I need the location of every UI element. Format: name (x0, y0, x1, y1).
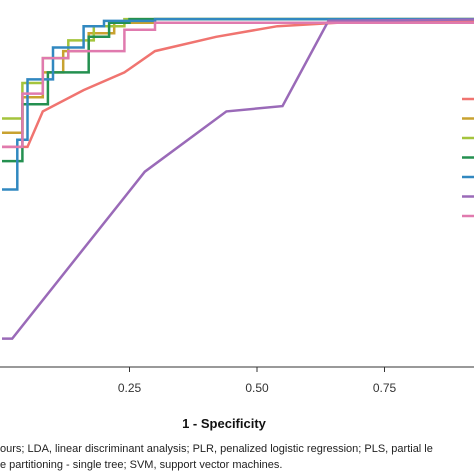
x-tick-label-3: 0.75 (373, 381, 397, 395)
legend (462, 97, 474, 218)
roc-series-line-2 (2, 17, 474, 134)
caption-line-2: e partitioning - single tree; SVM, suppo… (0, 459, 283, 471)
x-axis-ticks: 0.25 0.50 0.75 (118, 367, 397, 395)
x-tick-label-2: 0.50 (245, 381, 269, 395)
x-axis-title: 1 - Specificity (182, 416, 267, 431)
caption-line-1: ours; LDA, linear discriminant analysis;… (0, 443, 433, 455)
roc-series-line-3 (2, 17, 474, 120)
roc-series-line-6 (2, 18, 474, 340)
roc-series-line-7 (2, 21, 474, 149)
series-layer (2, 17, 474, 340)
roc-series-line-5 (2, 17, 474, 191)
x-tick-label-1: 0.25 (118, 381, 142, 395)
